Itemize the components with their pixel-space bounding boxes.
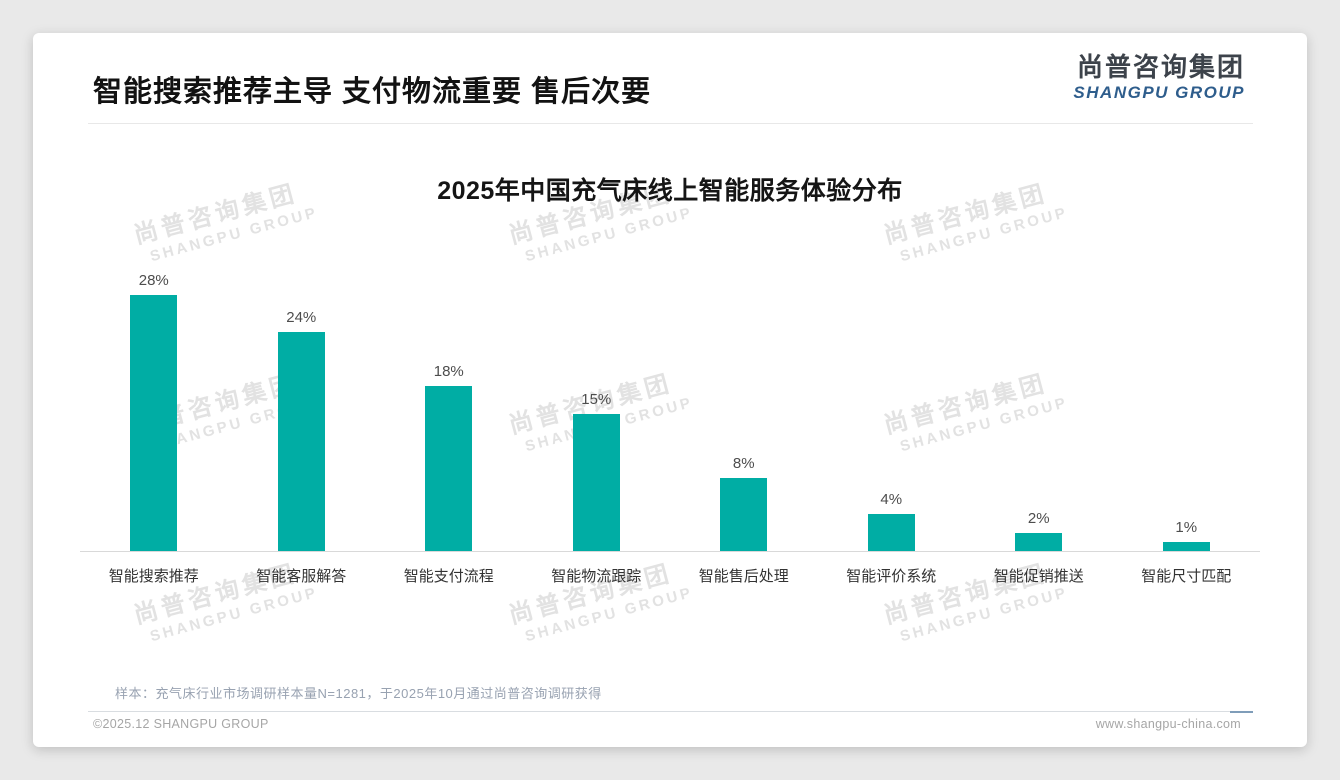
- bar-slot: 2%: [965, 510, 1113, 551]
- footer-divider: [88, 711, 1253, 713]
- category-label: 智能售后处理: [698, 568, 789, 585]
- category-label: 智能搜索推荐: [108, 568, 199, 585]
- header-divider: [88, 123, 1253, 124]
- bar-slot: 8%: [670, 455, 818, 551]
- slide-headline: 智能搜索推荐主导 支付物流重要 售后次要: [93, 76, 652, 108]
- logo-text-en: SHANGPU GROUP: [1073, 83, 1245, 102]
- website-url: www.shangpu-china.com: [1095, 717, 1241, 731]
- bar: [1015, 533, 1063, 551]
- category-label: 智能物流跟踪: [551, 568, 642, 585]
- bars-row: 28% 24% 18% 15% 8% 4% 2% 1%: [80, 272, 1261, 551]
- chart-title: 2025年中国充气床线上智能服务体验分布: [437, 177, 903, 205]
- watermark-text-en: SHANGPU GROUP: [148, 203, 320, 266]
- bar-slot: 18%: [375, 363, 523, 551]
- x-axis-line: [80, 551, 1260, 552]
- bar: [1162, 542, 1210, 551]
- sample-note: 样本：充气床行业市场调研样本量N=1281，于2025年10月通过尚普咨询调研获…: [115, 686, 602, 701]
- bar: [130, 295, 178, 551]
- bar: [572, 414, 620, 551]
- category-label: 智能客服解答: [256, 568, 347, 585]
- bar: [277, 332, 325, 551]
- footer: ©2025.12 SHANGPU GROUP www.shangpu-china…: [93, 717, 1241, 731]
- category-label: 智能支付流程: [403, 568, 494, 585]
- copyright-text: ©2025.12 SHANGPU GROUP: [93, 717, 269, 731]
- watermark-text-en: SHANGPU GROUP: [898, 583, 1070, 646]
- watermark-text-en: SHANGPU GROUP: [523, 583, 695, 646]
- bar-slot: 4%: [818, 491, 966, 551]
- bar-value-label: 18%: [433, 363, 464, 380]
- logo-text-cn: 尚普咨询集团: [1076, 52, 1245, 82]
- bar-slot: 28%: [80, 272, 228, 551]
- category-labels-row: 智能搜索推荐 智能客服解答 智能支付流程 智能物流跟踪 智能售后处理 智能评价系统 智能促销…: [80, 552, 1260, 586]
- bar-slot: 24%: [228, 309, 376, 551]
- watermark-text-en: SHANGPU GROUP: [898, 203, 1070, 266]
- category-label: 智能促销推送: [993, 568, 1084, 585]
- slide-card: 尚普咨询集团 SHANGPU GROUP 尚普咨询集团 SHANGPU GROUP 尚普…: [33, 33, 1307, 747]
- bar: [867, 514, 915, 551]
- bar-value-label: 24%: [286, 309, 317, 326]
- bar-value-label: 1%: [1175, 519, 1198, 536]
- footer-divider-accent: [1230, 711, 1253, 713]
- company-logo: 尚普咨询集团 SHANGPU GROUP: [1073, 54, 1245, 101]
- bar-chart: 28% 24% 18% 15% 8% 4% 2% 1% 智能搜索推荐 智能客服解答 智能支付流程智…: [80, 272, 1261, 586]
- category-label: 智能尺寸匹配: [1141, 568, 1232, 585]
- category-label: 智能评价系统: [846, 568, 937, 585]
- bar-value-label: 2%: [1027, 510, 1050, 527]
- bar: [425, 386, 473, 551]
- bar: [720, 478, 768, 551]
- bar-value-label: 28%: [138, 272, 169, 289]
- bar-value-label: 8%: [732, 455, 755, 472]
- bar-value-label: 15%: [581, 391, 612, 408]
- watermark-text-en: SHANGPU GROUP: [148, 583, 320, 646]
- bar-value-label: 4%: [880, 491, 903, 508]
- bar-slot: 15%: [523, 391, 671, 551]
- bar-slot: 1%: [1113, 519, 1261, 551]
- watermark-text-en: SHANGPU GROUP: [523, 203, 695, 266]
